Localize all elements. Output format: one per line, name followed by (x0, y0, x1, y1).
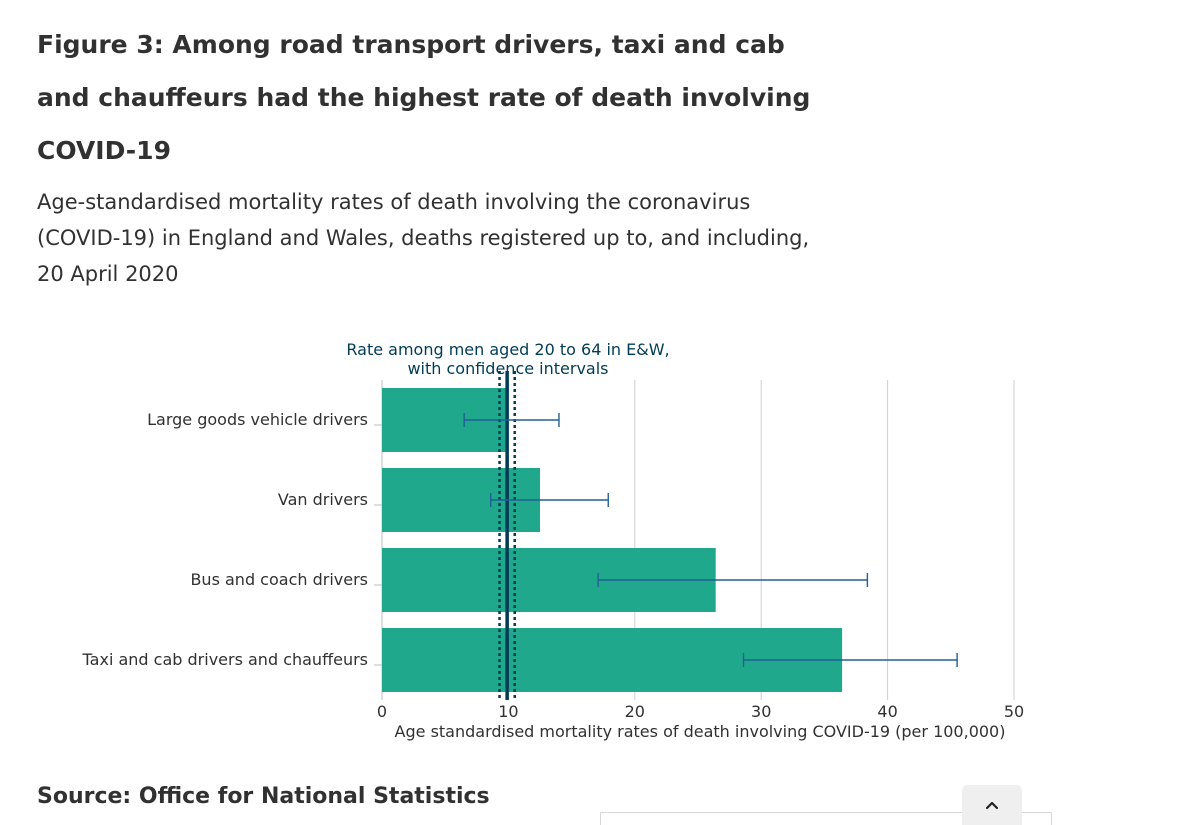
x-tick-label-40: 40 (877, 702, 897, 721)
x-tick-label-20: 20 (625, 702, 645, 721)
error-bars (463, 413, 958, 667)
y-category-label-2: Bus and coach drivers (190, 570, 368, 589)
x-axis-ticks: 0 10 20 30 40 50 (377, 702, 1024, 721)
y-category-label-1: Van drivers (278, 490, 368, 509)
y-category-label-0: Large goods vehicle drivers (147, 410, 368, 429)
bars (382, 388, 843, 692)
reference-label-line1: Rate among men aged 20 to 64 in E&W, (346, 340, 669, 359)
figure-subtitle: Age-standardised mortality rates of deat… (37, 190, 810, 286)
y-category-label-3: Taxi and cab drivers and chauffeurs (82, 650, 368, 669)
scroll-to-top-button[interactable] (962, 785, 1022, 825)
figure-title: Figure 3: Among road transport drivers, … (37, 30, 811, 165)
reference-lines (498, 371, 516, 700)
x-tick-label-50: 50 (1004, 702, 1024, 721)
y-axis-labels: Large goods vehicle drivers Van drivers Bu… (82, 410, 382, 669)
bar-chart: Large goods vehicle drivers Van drivers Bu… (82, 340, 1025, 741)
source-note: Source: Office for National Statistics (37, 784, 490, 809)
reference-label-line2: with confidence intervals (407, 359, 608, 378)
chevron-up-icon (985, 801, 999, 810)
x-tick-label-0: 0 (377, 702, 387, 721)
x-tick-label-30: 30 (751, 702, 771, 721)
x-axis-title: Age standardised mortality rates of deat… (395, 722, 1006, 741)
x-tick-label-10: 10 (498, 702, 518, 721)
